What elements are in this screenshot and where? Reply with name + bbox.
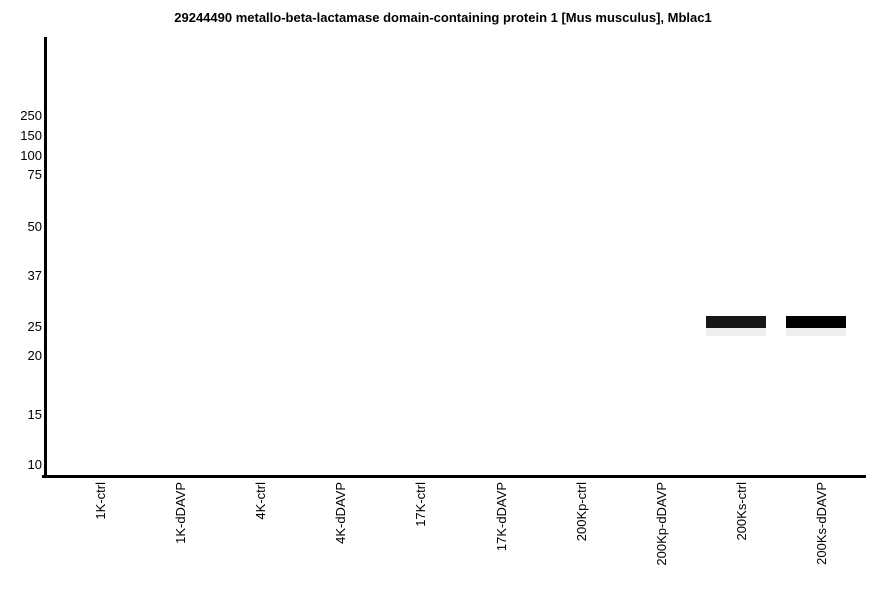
gel-band-shadow — [786, 328, 847, 336]
gel-band — [706, 316, 767, 328]
lane-label: 200Kp-dDAVP — [653, 482, 669, 566]
lane-label: 17K-ctrl — [413, 482, 429, 527]
gel-band-shadow — [706, 328, 767, 336]
lane-label: 200Ks-dDAVP — [814, 482, 830, 565]
mw-marker-label: 250 — [20, 108, 42, 123]
chart-title: 29244490 metallo-beta-lactamase domain-c… — [174, 10, 712, 25]
lane-label: 4K-dDAVP — [333, 482, 349, 544]
lane-label: 200Ks-ctrl — [734, 482, 750, 541]
lane-label: 1K-ctrl — [92, 482, 108, 520]
mw-marker-label: 75 — [27, 167, 42, 182]
lane-label: 17K-dDAVP — [493, 482, 509, 552]
gel-band — [786, 316, 847, 328]
lane-label: 1K-dDAVP — [172, 482, 188, 544]
mw-marker-label: 15 — [27, 407, 42, 422]
x-axis-line — [42, 475, 866, 478]
mw-marker-label: 25 — [27, 319, 42, 334]
mw-marker-label: 10 — [27, 457, 42, 472]
mw-marker-label: 37 — [27, 268, 42, 283]
y-axis-line — [44, 37, 47, 478]
mw-marker-label: 20 — [27, 348, 42, 363]
mw-marker-label: 150 — [20, 128, 42, 143]
mw-marker-label: 100 — [20, 148, 42, 163]
lane-label: 200Kp-ctrl — [573, 482, 589, 542]
lane-label: 4K-ctrl — [252, 482, 268, 520]
mw-marker-label: 50 — [27, 219, 42, 234]
